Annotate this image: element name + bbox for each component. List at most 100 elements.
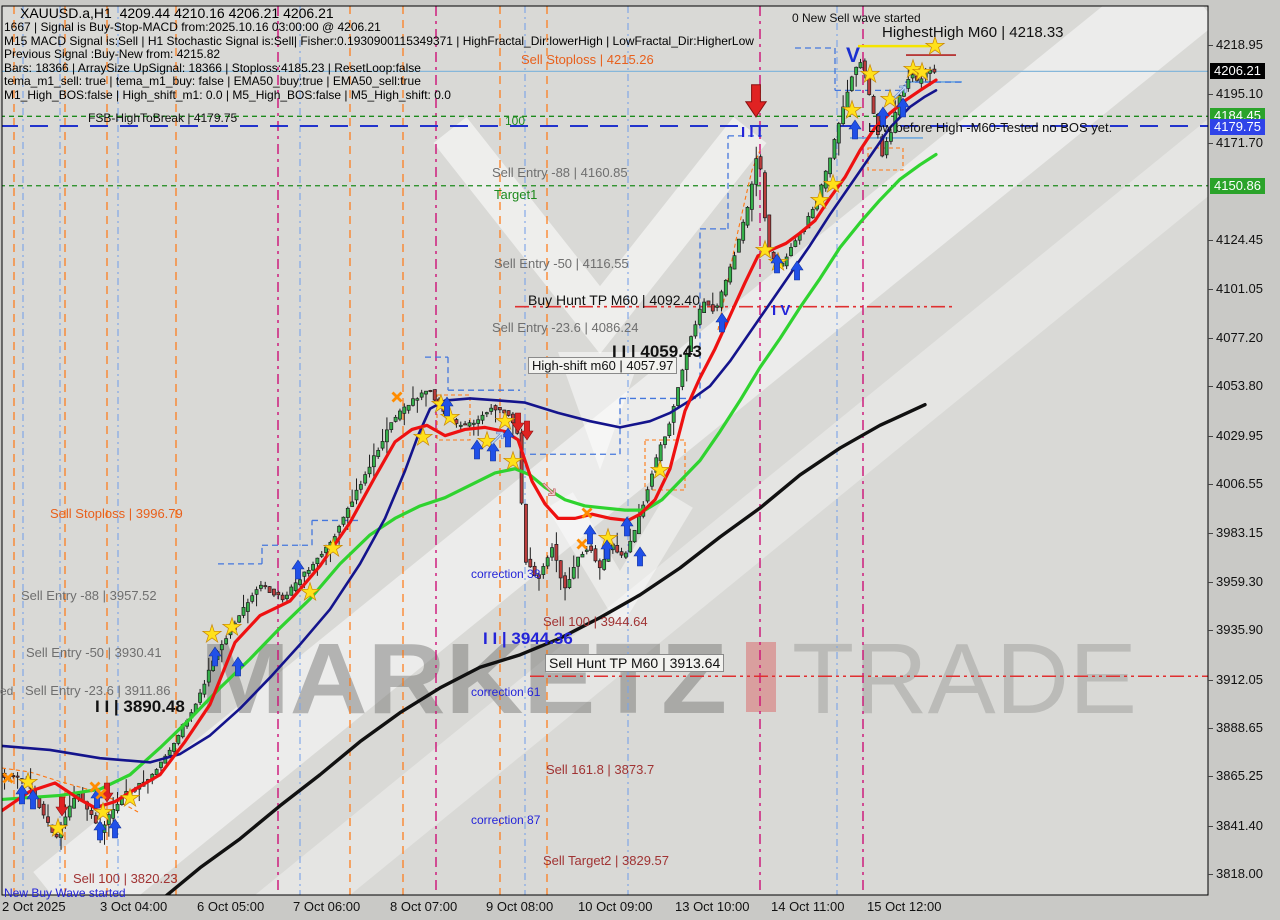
time-tick-label: 14 Oct 11:00 — [771, 899, 845, 914]
candle — [502, 409, 507, 415]
time-tick-label: 15 Oct 12:00 — [867, 899, 942, 914]
candle — [537, 572, 541, 591]
candle — [763, 170, 767, 222]
axis-tickmark — [1208, 338, 1213, 339]
plot-border — [1, 5, 1209, 896]
star-marker: ★ — [841, 96, 863, 124]
axis-tickmark — [1208, 436, 1213, 437]
buy-arrow-marker — [470, 439, 484, 460]
candle — [919, 74, 924, 88]
price-tick-label: 4077.20 — [1216, 330, 1263, 345]
axis-tickmark — [1208, 484, 1213, 485]
level-price-badge: 4150.86 — [1210, 178, 1265, 194]
indicator-line-navy — [2, 89, 938, 764]
buy-arrow-marker — [486, 441, 500, 462]
buy-arrow-marker — [600, 539, 614, 560]
buy-arrow-marker — [896, 97, 910, 118]
candle — [389, 422, 394, 433]
candle — [576, 556, 580, 579]
candle — [710, 292, 715, 314]
candle — [862, 58, 867, 79]
axis-tickmark — [1208, 826, 1213, 827]
axis-tickmark — [1208, 776, 1213, 777]
candle — [497, 407, 502, 414]
candle — [67, 794, 72, 821]
candle — [37, 797, 42, 810]
info-panel: XAUUSD.a,H1 4209.44 4210.16 4206.21 4206… — [4, 5, 754, 103]
hollow-arrow-marker: ↘ — [540, 477, 558, 502]
star-marker: ★ — [494, 407, 516, 435]
candle — [628, 528, 633, 554]
buy-arrow-marker — [583, 524, 597, 545]
candle — [41, 801, 46, 819]
candle — [823, 169, 828, 192]
candle — [667, 421, 672, 438]
candle — [684, 349, 689, 382]
price-axis[interactable]: 4218.95 4195.10 4171.70 4124.45 4101.05 4077.… — [1208, 0, 1280, 895]
buy-arrow-marker — [108, 818, 122, 839]
candle — [250, 592, 255, 604]
axis-tickmark — [1208, 386, 1213, 387]
candle — [237, 615, 242, 623]
axis-tickmark — [1208, 533, 1213, 534]
candle — [702, 298, 706, 313]
candle — [654, 454, 659, 474]
candle — [272, 588, 276, 598]
candle — [337, 524, 342, 545]
candle — [784, 253, 789, 270]
candle — [867, 69, 872, 96]
candle — [402, 403, 407, 426]
buy-arrow-marker — [876, 106, 890, 127]
price-tick-label: 3888.65 — [1216, 720, 1263, 735]
buy-arrow-marker — [501, 427, 515, 448]
candle — [658, 442, 663, 464]
sell-arrow-marker — [744, 84, 768, 118]
candle — [932, 64, 937, 74]
candle — [854, 66, 859, 87]
time-axis[interactable]: 2 Oct 2025 3 Oct 04:00 6 Oct 05:00 7 Oct 06… — [0, 896, 1280, 920]
sell-arrow-marker — [55, 796, 69, 817]
candle — [571, 555, 576, 580]
candle — [350, 489, 355, 507]
candle — [406, 404, 411, 414]
candle — [298, 578, 302, 587]
level-price-badge: 4179.75 — [1210, 119, 1265, 135]
candle — [371, 443, 376, 479]
candle — [532, 561, 537, 577]
candle — [428, 389, 433, 393]
star-marker: ★ — [47, 814, 69, 842]
candle — [663, 436, 667, 449]
watermark-marketz: MARKETZ — [200, 623, 727, 735]
candle — [889, 128, 893, 145]
candle — [789, 243, 793, 257]
star-marker: ★ — [322, 534, 344, 562]
watermark-band — [33, 6, 1208, 895]
candle — [319, 551, 324, 559]
price-tick-label: 4124.45 — [1216, 232, 1263, 247]
candle — [915, 72, 919, 82]
candle — [115, 792, 120, 814]
axis-tickmark — [1208, 582, 1213, 583]
candle — [363, 471, 368, 486]
candle — [24, 776, 29, 783]
price-tick-label: 3865.25 — [1216, 768, 1263, 783]
candle — [715, 303, 720, 312]
candle — [545, 555, 550, 569]
candle — [228, 625, 233, 639]
candle — [206, 657, 211, 687]
orange-zone-rect — [644, 439, 686, 491]
star-marker: ★ — [754, 236, 776, 264]
candle — [849, 75, 854, 92]
candle — [845, 79, 850, 110]
candle — [46, 804, 50, 827]
candle — [593, 545, 598, 563]
star-marker: ★ — [201, 620, 223, 648]
candle — [393, 414, 398, 423]
candle — [432, 389, 437, 404]
time-tick-label: 10 Oct 09:00 — [578, 899, 653, 914]
candle — [736, 238, 741, 253]
indicator-line-black — [164, 402, 927, 895]
price-tick-label: 4053.80 — [1216, 378, 1263, 393]
buy-arrow-marker — [291, 559, 305, 580]
